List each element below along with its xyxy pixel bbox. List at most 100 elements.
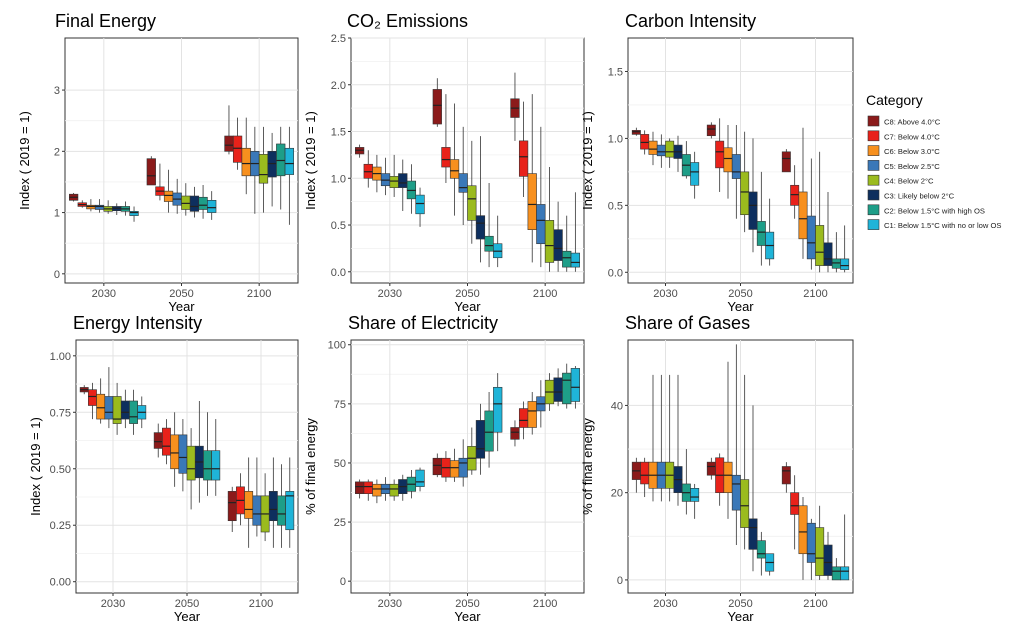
y-tick-label: 1: [54, 208, 60, 220]
box-3: [823, 544, 833, 576]
box-3: [553, 229, 563, 261]
x-tick-label: 2100: [803, 288, 827, 300]
box-2: [831, 566, 841, 581]
box-group-2100: [781, 462, 850, 581]
x-tick-label: 2050: [175, 598, 199, 610]
panel-5: 0 20 40 2030 2050 2100 Year % of final energy Sh…: [580, 313, 854, 624]
box-2: [203, 450, 212, 481]
box-7: [715, 140, 725, 169]
box-3: [267, 151, 277, 178]
y-axis-title: Index ( 2019 = 1): [303, 111, 318, 210]
box-2: [198, 196, 208, 210]
box-1: [690, 162, 700, 186]
box-8: [146, 158, 156, 186]
box-group-2030: [79, 367, 147, 435]
x-tick-label: 2050: [728, 288, 752, 300]
y-tick-label: 0.5: [331, 220, 346, 232]
box-8: [706, 124, 716, 137]
box-2: [831, 258, 841, 269]
box-7: [640, 461, 650, 485]
box-1: [129, 211, 139, 216]
y-tick-label: 3: [54, 85, 60, 97]
box-8: [781, 151, 791, 173]
y-tick-label: 25: [334, 517, 346, 529]
box-1: [284, 147, 294, 175]
box-4: [815, 527, 825, 576]
box-3: [120, 400, 130, 420]
y-tick-label: 1.00: [50, 351, 71, 363]
box-5: [731, 154, 741, 179]
y-tick-label: 1.0: [608, 133, 623, 145]
legend-swatch: [867, 115, 880, 127]
box-3: [748, 518, 758, 550]
x-axis-title: Year: [174, 609, 201, 623]
x-tick-label: 2100: [249, 598, 273, 610]
panel-2: 0.0 0.5 1.0 1.5 2030 2050 2100 Year Index ( 2019…: [580, 11, 854, 314]
y-tick-label: 1.5: [331, 127, 346, 139]
box-6: [86, 204, 96, 210]
box-2: [756, 221, 766, 246]
y-tick-label: 50: [334, 458, 346, 470]
y-axis-title: Index ( 2019 = 1): [580, 111, 595, 210]
box-6: [163, 190, 174, 202]
x-axis-title: Year: [727, 609, 754, 623]
box-1: [840, 566, 850, 581]
box-7: [640, 134, 650, 150]
y-tick-label: 0: [340, 576, 346, 588]
box-1: [285, 491, 295, 531]
box-2: [277, 495, 286, 526]
box-3: [748, 191, 758, 230]
box-group-2050: [706, 344, 775, 576]
legend-label: C7: Below 4.0°C: [884, 132, 940, 141]
box-5: [536, 204, 546, 245]
x-tick-label: 2100: [247, 288, 271, 300]
x-tick-label: 2030: [92, 288, 116, 300]
box-5: [458, 457, 468, 478]
box-3: [475, 420, 486, 459]
y-tick-label: 40: [611, 400, 623, 412]
x-axis-title: Year: [727, 299, 754, 314]
box-4: [815, 225, 825, 266]
box-8: [781, 466, 791, 485]
box-3: [553, 377, 563, 402]
panel-title: CO₂ Emissions: [347, 11, 468, 31]
box-5: [458, 173, 468, 193]
box-8: [706, 461, 716, 476]
legend-label: C2: Below 1.5°C with high OS: [884, 206, 985, 215]
y-tick-label: 0.0: [608, 267, 623, 279]
legend-swatch: [867, 130, 880, 142]
box-1: [415, 469, 425, 487]
legend-label: C8: Above 4.0°C: [884, 118, 941, 127]
x-tick-label: 2050: [169, 288, 193, 300]
box-4: [389, 176, 399, 188]
box-group-2050: [432, 78, 503, 268]
box-4: [258, 154, 269, 184]
box-6: [798, 191, 808, 240]
box-6: [723, 461, 733, 493]
x-tick-label: 2050: [728, 598, 752, 610]
y-axis-title: Index ( 2019 = 1): [28, 417, 43, 516]
box-group-2030: [355, 467, 425, 504]
box-8: [432, 89, 442, 125]
x-tick-label: 2050: [455, 598, 479, 610]
box-group-2050: [706, 118, 775, 266]
box-4: [467, 185, 477, 221]
y-tick-label: 2: [54, 146, 60, 158]
box-6: [527, 173, 537, 230]
x-axis-title: Year: [454, 609, 481, 623]
box-group-2030: [69, 192, 139, 222]
box-6: [372, 483, 382, 497]
box-2: [276, 143, 286, 177]
box-1: [415, 194, 425, 215]
panel-3: 0.00 0.25 0.50 0.75 1.00 2030 2050 2100 Year Inde…: [28, 313, 299, 624]
y-tick-label: 0: [54, 269, 60, 281]
box-group-2100: [227, 457, 295, 548]
legend-swatch: [867, 219, 880, 230]
legend-label: C4: Below 2°C: [884, 177, 934, 186]
y-tick-label: 1.5: [608, 66, 623, 78]
panel-title: Share of Electricity: [348, 313, 498, 333]
box-8: [432, 457, 442, 476]
box-1: [690, 488, 700, 502]
box-1: [211, 450, 221, 481]
box-7: [790, 492, 800, 515]
